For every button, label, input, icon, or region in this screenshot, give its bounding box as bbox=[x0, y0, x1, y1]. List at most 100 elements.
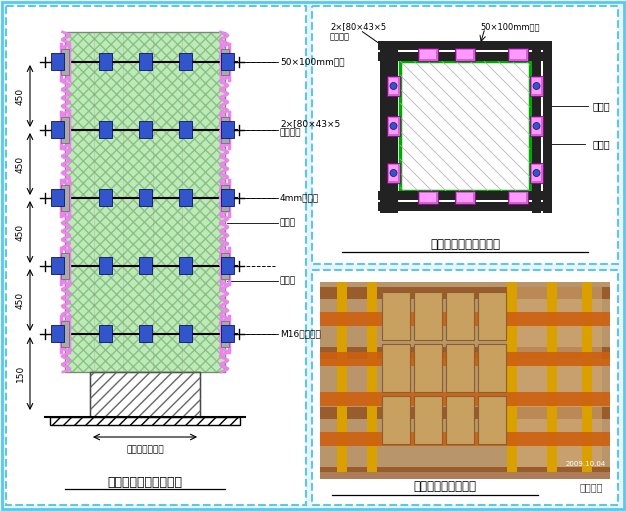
Bar bbox=[446, 396, 474, 444]
Bar bbox=[61, 253, 69, 279]
Circle shape bbox=[533, 170, 540, 176]
Bar bbox=[61, 185, 69, 211]
Bar bbox=[320, 312, 610, 326]
Bar bbox=[98, 122, 111, 138]
Bar bbox=[337, 282, 347, 472]
Bar bbox=[478, 292, 506, 340]
Bar bbox=[90, 372, 200, 417]
Bar bbox=[543, 41, 552, 213]
Bar bbox=[220, 54, 233, 71]
Bar bbox=[178, 190, 192, 206]
Bar bbox=[510, 193, 526, 202]
Text: 框架柱截面尺寸: 框架柱截面尺寸 bbox=[126, 445, 164, 454]
Bar bbox=[414, 344, 442, 392]
Bar bbox=[90, 372, 200, 417]
Bar bbox=[320, 392, 610, 406]
Bar bbox=[512, 287, 602, 467]
Bar bbox=[178, 258, 192, 274]
Bar bbox=[98, 54, 111, 71]
Bar bbox=[455, 191, 475, 204]
Bar bbox=[508, 48, 528, 61]
Bar bbox=[367, 282, 377, 472]
Bar bbox=[320, 467, 610, 479]
Bar bbox=[418, 48, 438, 61]
Bar bbox=[389, 165, 398, 181]
Text: 450: 450 bbox=[16, 223, 24, 241]
Text: 双槽钢抱箍加固实例: 双槽钢抱箍加固实例 bbox=[414, 480, 476, 494]
Bar bbox=[378, 191, 552, 200]
Bar bbox=[446, 292, 474, 340]
Bar bbox=[312, 6, 618, 264]
Bar bbox=[65, 32, 225, 372]
Bar bbox=[138, 258, 151, 274]
Bar bbox=[478, 396, 506, 444]
Text: 50×100mm木方: 50×100mm木方 bbox=[280, 58, 344, 66]
Bar bbox=[51, 54, 63, 71]
Bar bbox=[312, 270, 618, 505]
Bar bbox=[389, 78, 398, 94]
Bar bbox=[389, 118, 398, 134]
Bar bbox=[507, 282, 517, 472]
Bar bbox=[98, 190, 111, 206]
Bar bbox=[382, 344, 410, 392]
Bar bbox=[532, 165, 541, 181]
Bar bbox=[420, 193, 436, 202]
Bar bbox=[51, 122, 63, 138]
Bar bbox=[138, 326, 151, 342]
Circle shape bbox=[390, 123, 397, 129]
Bar bbox=[51, 258, 63, 274]
Bar bbox=[389, 41, 398, 213]
Bar bbox=[61, 117, 69, 143]
Bar bbox=[61, 321, 69, 347]
Bar bbox=[320, 287, 610, 299]
Bar bbox=[418, 191, 438, 204]
Bar bbox=[61, 49, 69, 75]
Bar bbox=[380, 41, 389, 213]
Bar bbox=[221, 253, 229, 279]
Bar bbox=[221, 49, 229, 75]
Bar bbox=[510, 50, 526, 59]
Bar bbox=[320, 282, 610, 472]
Bar bbox=[414, 292, 442, 340]
Bar bbox=[220, 190, 233, 206]
Text: 450: 450 bbox=[16, 155, 24, 173]
Bar bbox=[320, 407, 610, 419]
Bar bbox=[387, 76, 400, 96]
Bar bbox=[382, 292, 410, 340]
Bar bbox=[378, 41, 552, 50]
Bar bbox=[221, 117, 229, 143]
Bar bbox=[455, 48, 475, 61]
Bar bbox=[532, 41, 541, 213]
Bar bbox=[138, 122, 151, 138]
Text: 450: 450 bbox=[16, 291, 24, 309]
Bar bbox=[98, 326, 111, 342]
Bar bbox=[320, 432, 610, 446]
Bar bbox=[98, 258, 111, 274]
Text: 槽钢抱箍: 槽钢抱箍 bbox=[330, 32, 350, 41]
Bar bbox=[382, 396, 410, 444]
Circle shape bbox=[390, 170, 397, 176]
Circle shape bbox=[533, 123, 540, 129]
Text: 50×100mm木方: 50×100mm木方 bbox=[480, 22, 540, 31]
Bar bbox=[51, 190, 63, 206]
Bar bbox=[457, 50, 473, 59]
Bar bbox=[220, 122, 233, 138]
Text: 木模板: 木模板 bbox=[592, 139, 610, 149]
Bar bbox=[65, 32, 225, 372]
Circle shape bbox=[533, 82, 540, 89]
Bar bbox=[530, 116, 543, 136]
Bar bbox=[220, 258, 233, 274]
Bar bbox=[530, 163, 543, 183]
Bar bbox=[221, 321, 229, 347]
Circle shape bbox=[390, 82, 397, 89]
Text: 2×[80×43×5: 2×[80×43×5 bbox=[280, 119, 341, 128]
Bar bbox=[387, 163, 400, 183]
Bar bbox=[178, 54, 192, 71]
Text: 木模子: 木模子 bbox=[592, 101, 610, 111]
Bar bbox=[508, 191, 528, 204]
Bar bbox=[378, 52, 552, 61]
Text: 槽钢抱箍: 槽钢抱箍 bbox=[280, 128, 302, 137]
Bar bbox=[220, 326, 233, 342]
Bar bbox=[178, 326, 192, 342]
Bar bbox=[457, 193, 473, 202]
